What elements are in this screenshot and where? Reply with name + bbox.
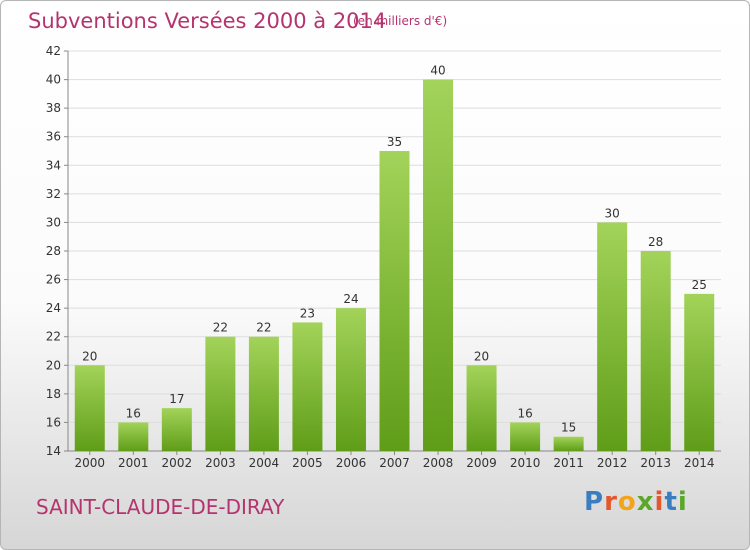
bar-2013 [640,251,671,451]
data-label: 40 [430,64,445,78]
x-tick-label: 2000 [74,456,105,470]
bar-2012 [597,222,628,451]
logo-letter: i [654,487,665,517]
logo-letter: t [664,487,678,517]
data-label: 20 [82,349,97,363]
bar-2004 [248,336,279,451]
y-tick-label: 16 [46,415,61,429]
x-tick-label: 2013 [640,456,671,470]
x-tick-label: 2011 [553,456,584,470]
x-tick-label: 2005 [292,456,323,470]
x-tick-label: 2014 [684,456,715,470]
bar-2011 [553,436,584,451]
bar-2001 [118,422,149,451]
bar-2010 [510,422,541,451]
y-tick-label: 36 [46,130,61,144]
data-label: 28 [648,235,663,249]
x-tick-label: 2012 [597,456,628,470]
data-label: 16 [517,406,532,420]
x-tick-label: 2008 [423,456,454,470]
place-name: SAINT-CLAUDE-DE-DIRAY [36,495,285,519]
bar-2005 [292,322,323,451]
logo-letter: x [636,487,655,517]
data-label: 20 [474,349,489,363]
y-tick-label: 20 [46,358,61,372]
data-label: 25 [692,278,707,292]
y-tick-label: 40 [46,73,61,87]
proxiti-logo: Proxiti [584,487,688,517]
bar-2000 [74,365,105,451]
logo-letter: P [584,487,605,517]
bar-2006 [335,308,366,451]
y-tick-label: 30 [46,215,61,229]
x-tick-label: 2006 [336,456,367,470]
data-label: 15 [561,421,576,435]
bar-2008 [423,79,454,452]
logo-letter: r [604,487,618,517]
y-tick-label: 32 [46,187,61,201]
bar-2003 [205,336,236,451]
x-tick-label: 2003 [205,456,236,470]
bar-2009 [466,365,497,451]
data-label: 23 [300,306,315,320]
chart-unit-label: (en milliers d'€) [353,14,448,28]
y-tick-label: 26 [46,273,61,287]
bar-2014 [684,293,715,451]
data-label: 22 [256,321,271,335]
y-tick-label: 42 [46,44,61,58]
chart-title: Subventions Versées 2000 à 2014 [28,9,387,33]
x-tick-label: 2010 [510,456,541,470]
bar-2007 [379,151,410,451]
y-tick-label: 38 [46,101,61,115]
x-tick-label: 2009 [466,456,497,470]
logo-letter: o [617,487,637,517]
x-tick-label: 2002 [162,456,193,470]
y-tick-label: 34 [46,158,61,172]
y-tick-label: 24 [46,301,61,315]
data-label: 22 [213,321,228,335]
data-label: 35 [387,135,402,149]
data-label: 16 [126,406,141,420]
x-tick-label: 2001 [118,456,149,470]
logo-letter: i [677,487,688,517]
y-tick-label: 22 [46,330,61,344]
x-tick-label: 2007 [379,456,410,470]
x-tick-label: 2004 [249,456,280,470]
y-tick-label: 28 [46,244,61,258]
data-label: 17 [169,392,184,406]
y-tick-label: 18 [46,387,61,401]
data-label: 24 [343,292,358,306]
data-label: 30 [605,206,620,220]
y-tick-label: 14 [46,444,61,458]
bar-2002 [161,408,192,451]
